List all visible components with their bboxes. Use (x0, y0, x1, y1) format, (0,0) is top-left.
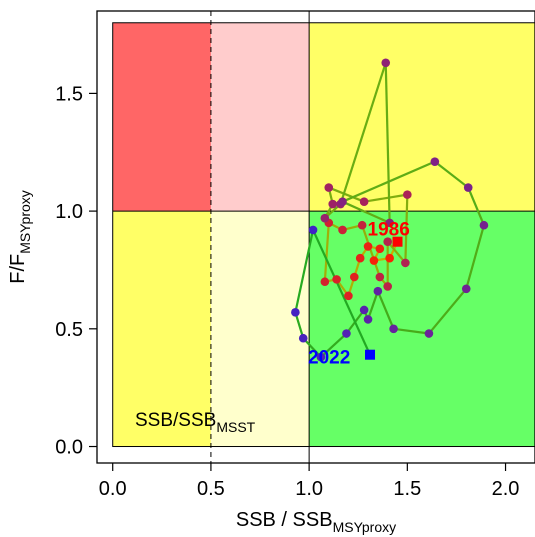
zone-label-msst: SSB/SSBMSST (135, 410, 256, 435)
trajectory-point (363, 242, 373, 251)
trajectory-segment (404, 194, 409, 263)
trajectory-point (375, 272, 385, 282)
start-year-marker (392, 236, 403, 247)
zone-label-sub: MSST (216, 419, 255, 435)
x-axis: 0.0 0.5 1.0 1.5 2.0 (99, 463, 520, 500)
trajectory-point (463, 183, 473, 192)
x-axis-title: SSB / SSBMSYproxy (236, 509, 396, 535)
trajectory-segment (342, 160, 436, 203)
trajectory-segment (393, 327, 430, 335)
trajectory-point (338, 197, 347, 206)
plot-frame (96, 10, 535, 464)
trajectory-point (373, 286, 383, 296)
trajectory-point (385, 218, 394, 228)
trajectory-point (357, 220, 367, 230)
zone-3 (112, 211, 211, 447)
trajectory-point (328, 199, 337, 209)
y-axis-title-main: F/F (7, 254, 29, 284)
trajectory-segment (428, 288, 468, 335)
trajectory-point (316, 352, 326, 362)
trajectory-point (369, 256, 379, 265)
trajectory-point (344, 291, 353, 301)
trajectory-segment (320, 332, 348, 358)
trajectory-point (403, 190, 412, 199)
trajectory-point (320, 213, 330, 223)
status-zones (112, 22, 535, 448)
x-tick-label: 0.0 (99, 478, 127, 500)
trajectory-segment (467, 187, 485, 226)
trajectory-segment (294, 312, 305, 339)
trajectory-point (383, 282, 392, 291)
x-tick-label: 1.0 (295, 478, 323, 500)
x-tick-label: 2.0 (492, 478, 520, 500)
x-tick-label: 0.5 (197, 478, 225, 500)
trajectory-segment (328, 186, 365, 203)
end-year-label: 2022 (308, 348, 350, 369)
trajectory-point (298, 333, 308, 343)
trajectory-segment (384, 62, 391, 223)
trajectory-point (479, 220, 489, 230)
trajectory-point (320, 277, 330, 287)
y-tick-label: 0.5 (55, 319, 83, 341)
trajectory-point (332, 275, 341, 284)
trajectory-segment (363, 193, 408, 203)
zone-2 (309, 22, 535, 212)
trajectory-point (385, 253, 394, 263)
trajectory-segment (361, 224, 381, 278)
trajectory-segment (386, 241, 407, 264)
trajectory-point (338, 225, 347, 235)
trajectory-point (342, 329, 351, 338)
trajectory-point (355, 253, 365, 263)
zone-4 (210, 211, 310, 447)
trajectory-segment (302, 337, 322, 358)
trajectory-segment (376, 290, 395, 330)
trajectory-point (401, 258, 410, 268)
zone-0 (112, 22, 211, 212)
trajectory-segment (434, 160, 469, 189)
trajectory-point (350, 272, 359, 282)
x-tick-label: 1.5 (393, 478, 421, 500)
y-tick-label: 1.0 (55, 201, 83, 223)
trajectory-point (375, 244, 385, 254)
trajectory-point (359, 305, 369, 315)
x-axis-title-main: SSB / SSB (236, 509, 333, 531)
year-labels: 1986 2022 (308, 220, 410, 369)
y-tick-label: 1.5 (55, 83, 83, 105)
trajectory-segment (339, 62, 387, 205)
trajectory-point (430, 157, 440, 166)
trajectory-segment (342, 200, 391, 224)
zone-label-main: SSB/SSB (135, 410, 216, 431)
trajectory-points (291, 58, 489, 362)
y-axis: 0.0 0.5 1.0 1.5 (55, 83, 97, 459)
trajectory-segment (367, 290, 379, 320)
y-tick-label: 0.0 (55, 437, 83, 459)
trajectory-endpoints (365, 236, 403, 360)
trajectory-point (291, 308, 300, 317)
trajectory-point (424, 329, 434, 338)
reference-lines (112, 11, 535, 463)
y-axis-title-sub: MSYproxy (17, 190, 33, 254)
x-axis-title-sub: MSYproxy (333, 519, 397, 535)
trajectory-segment (323, 222, 330, 282)
trajectory-point (363, 315, 373, 324)
trajectory-point (359, 197, 369, 206)
trajectory-point (383, 237, 392, 247)
trajectory-point (461, 284, 471, 294)
trajectory-segment (312, 229, 372, 356)
trajectory-segment (465, 224, 485, 290)
trajectory-point (324, 183, 334, 192)
trajectory-point (381, 58, 391, 68)
start-year-label: 1986 (368, 220, 410, 241)
zone-5 (309, 211, 535, 447)
zone-1 (210, 22, 310, 212)
end-year-marker (365, 349, 376, 360)
trajectory-segment (294, 229, 315, 313)
trajectory-point (308, 225, 318, 235)
y-axis-title: F/FMSYproxy (7, 190, 33, 284)
trajectory-point (389, 324, 398, 334)
